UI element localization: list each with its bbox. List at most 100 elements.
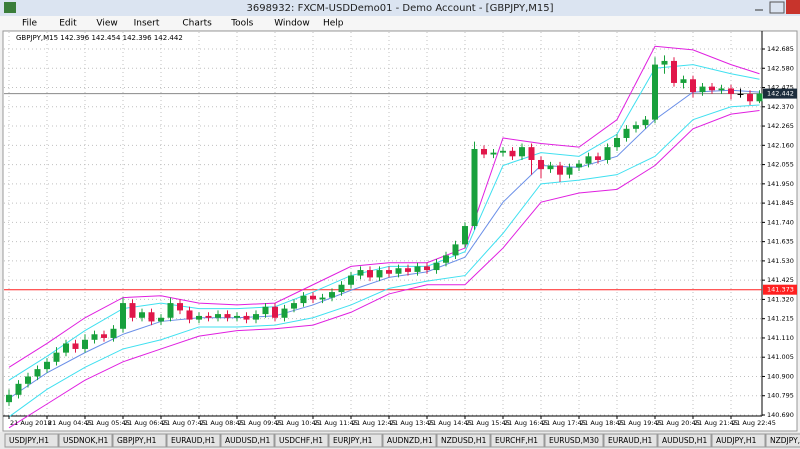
x-tick-label: 21 Aug 15:45 (466, 419, 510, 427)
tab[interactable] (711, 433, 766, 448)
candle-body (623, 128, 630, 138)
candle-body (177, 303, 183, 311)
tab[interactable] (765, 433, 800, 448)
tab[interactable] (657, 433, 712, 448)
menu-item[interactable]: Insert (134, 19, 160, 29)
y-tick-label: 141.320 (767, 295, 794, 303)
close[interactable] (786, 0, 800, 14)
indicator-line (8, 104, 760, 418)
menu-item[interactable]: Window (274, 19, 310, 29)
menu-item[interactable]: Edit (59, 19, 77, 29)
x-tick-label: 21 Aug 19:45 (618, 419, 662, 427)
tab-label: EURUSD,M30 (549, 436, 599, 445)
tab[interactable] (603, 433, 658, 448)
candle-body (25, 376, 31, 384)
candle-body (158, 317, 164, 322)
minimize[interactable] (752, 2, 766, 13)
y-tick-label: 142.475 (767, 84, 794, 92)
tab[interactable] (328, 433, 383, 448)
candle-body (500, 150, 506, 153)
candle-body (557, 165, 563, 175)
x-tick-label: 21 Aug 04:45 (48, 419, 92, 427)
x-tick-label: 21 Aug 09:45 (238, 419, 282, 427)
tab[interactable] (490, 433, 545, 448)
candle-body (481, 148, 487, 155)
x-tick-label: 21 Aug 12:45 (352, 419, 396, 427)
tab[interactable] (436, 433, 491, 448)
tab-label: NZDUSD,H1 (441, 436, 487, 445)
y-tick-label: 142.055 (767, 161, 794, 169)
candle-body (614, 137, 620, 148)
tab[interactable] (274, 433, 329, 448)
tab[interactable] (4, 433, 59, 448)
candle-body (386, 270, 392, 274)
menu-item[interactable]: Tools (230, 19, 253, 29)
candle-body (234, 315, 240, 318)
candle-body (538, 159, 544, 170)
candle-body (547, 165, 554, 170)
menu-item[interactable]: View (96, 19, 117, 29)
candle-body (690, 79, 696, 93)
candle-body (376, 270, 383, 278)
menu-item[interactable]: File (22, 19, 38, 29)
tab-label: AUDJPY,H1 (716, 436, 757, 445)
tab[interactable] (112, 433, 167, 448)
x-tick-label: 21 Aug 13:45 (390, 419, 434, 427)
candle-body (291, 303, 297, 309)
y-tick-label: 141.635 (767, 238, 794, 246)
menu-item[interactable]: Charts (182, 19, 212, 29)
candle-body (490, 152, 497, 155)
candle-body (671, 60, 677, 83)
candle-body (718, 88, 725, 91)
y-tick-label: 141.845 (767, 199, 794, 207)
tab-label: EURJPY,H1 (333, 436, 373, 445)
candle-body (443, 255, 449, 263)
y-tick-label: 141.215 (767, 315, 794, 323)
x-tick-label: 21 Aug 10:45 (276, 419, 320, 427)
window-title: 3698932: FXCM-USDDemo01 - Demo Account -… (246, 3, 553, 14)
candle-body (129, 303, 136, 318)
x-tick-label: 21 Aug 20:45 (656, 419, 700, 427)
tab[interactable] (58, 433, 113, 448)
tab-label: AUDUSD,H1 (662, 436, 707, 445)
y-tick-label: 141.110 (767, 334, 794, 342)
candle-body (680, 79, 687, 83)
y-tick-label: 141.530 (767, 257, 794, 265)
chart-window (2, 30, 798, 432)
tab[interactable] (544, 433, 604, 448)
candle-body (300, 295, 307, 304)
tab-label: GBPJPY,H1 (117, 436, 157, 445)
candle-body (652, 64, 658, 120)
candle-body (414, 266, 421, 272)
candle-body (91, 334, 98, 340)
tab[interactable] (166, 433, 221, 448)
header-value: 142.454 (91, 34, 120, 42)
candle-body (756, 93, 763, 102)
candle-body (604, 147, 611, 160)
candle-body (699, 86, 706, 93)
y-tick-label: 140.795 (767, 392, 794, 400)
maximize[interactable] (769, 1, 785, 14)
alert-label-bg (763, 284, 797, 295)
candle-body (747, 93, 753, 102)
candle-body (595, 156, 601, 160)
menu-bar (0, 16, 800, 30)
tab[interactable] (382, 433, 437, 448)
menu-item[interactable]: Help (323, 19, 344, 29)
tab[interactable] (220, 433, 275, 448)
app-icon (4, 2, 16, 13)
candle-body (310, 295, 316, 300)
candle-body (661, 60, 668, 65)
candle-body (319, 297, 326, 300)
x-tick-label: 21 Aug 05:45 (86, 419, 130, 427)
chart-header: GBPJPY,M15 142.396 142.454 142.396 142.4… (16, 34, 183, 42)
alert-label: 141.373 (767, 286, 794, 294)
candle-body (728, 88, 734, 94)
candle-body (53, 352, 60, 362)
x-tick-label: 21 Aug 11:45 (314, 419, 358, 427)
candle-body (148, 312, 155, 322)
candle-body (224, 314, 231, 318)
y-tick-label: 142.265 (767, 122, 794, 130)
tab-label: USDCHF,H1 (279, 436, 323, 445)
